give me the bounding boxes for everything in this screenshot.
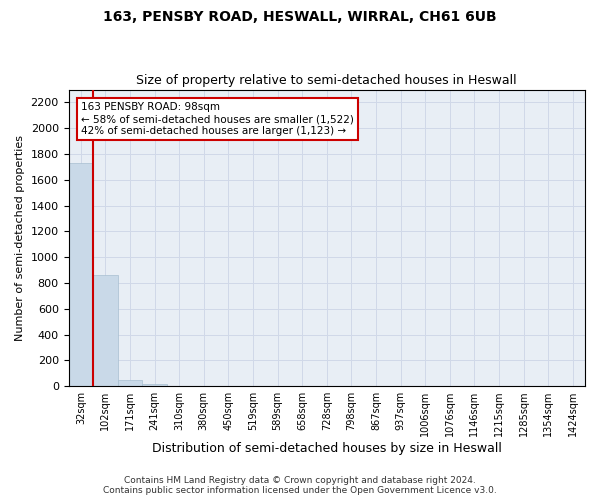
Title: Size of property relative to semi-detached houses in Heswall: Size of property relative to semi-detach…: [136, 74, 517, 87]
X-axis label: Distribution of semi-detached houses by size in Heswall: Distribution of semi-detached houses by …: [152, 442, 502, 455]
Bar: [68, 163, 93, 386]
Bar: [118, 380, 142, 386]
Text: Contains HM Land Registry data © Crown copyright and database right 2024.
Contai: Contains HM Land Registry data © Crown c…: [103, 476, 497, 495]
Text: 163, PENSBY ROAD, HESWALL, WIRRAL, CH61 6UB: 163, PENSBY ROAD, HESWALL, WIRRAL, CH61 …: [103, 10, 497, 24]
Y-axis label: Number of semi-detached properties: Number of semi-detached properties: [15, 135, 25, 341]
Bar: [93, 274, 118, 386]
Bar: [142, 384, 167, 386]
Text: 163 PENSBY ROAD: 98sqm
← 58% of semi-detached houses are smaller (1,522)
42% of : 163 PENSBY ROAD: 98sqm ← 58% of semi-det…: [81, 102, 353, 136]
